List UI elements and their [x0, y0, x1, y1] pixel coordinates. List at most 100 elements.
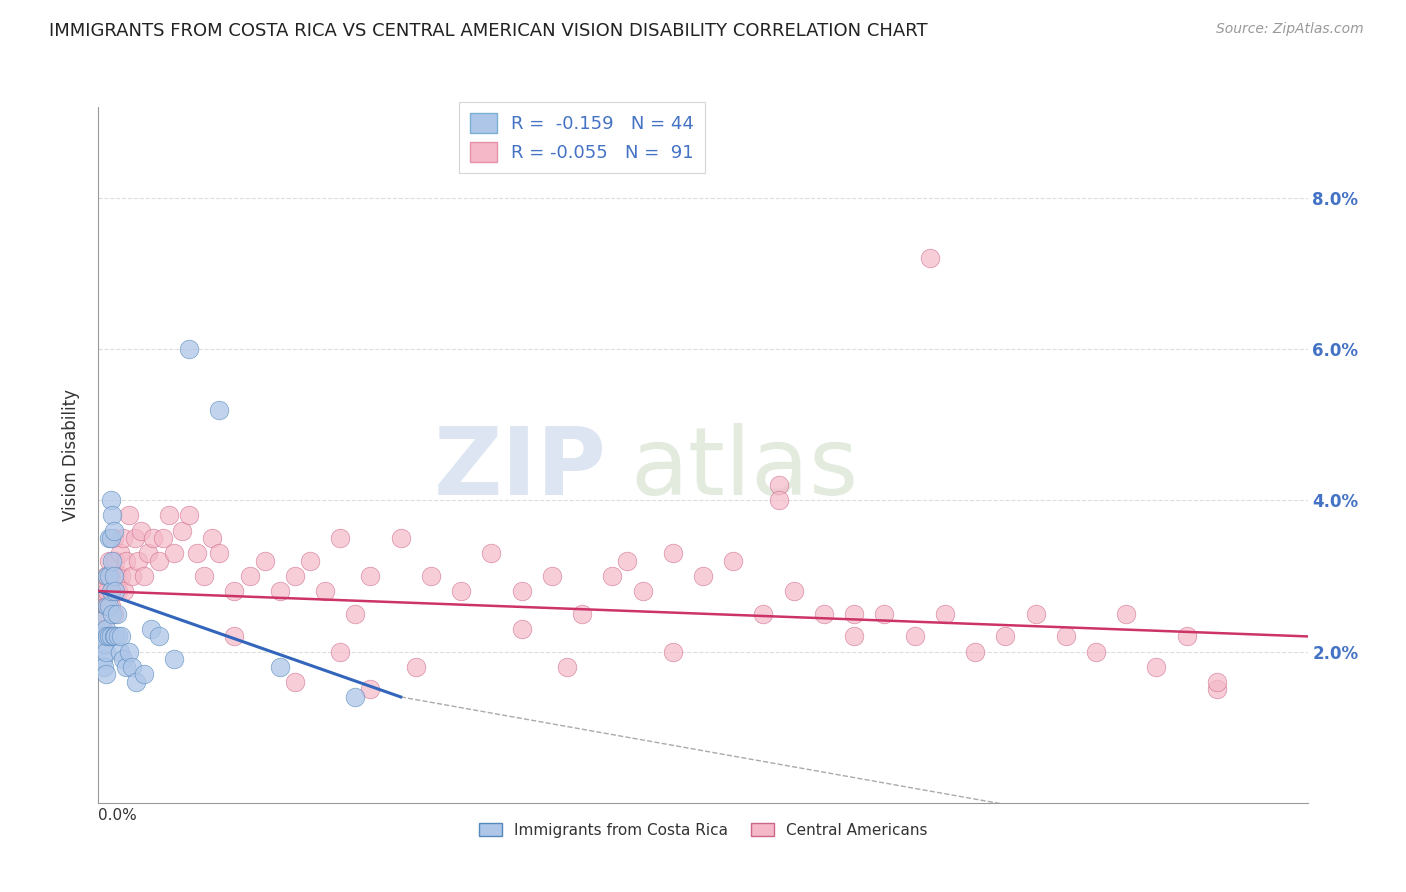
Point [127, 554, 149, 568]
Point [100, 629, 122, 643]
Point [752, 607, 775, 621]
Point [93, 659, 115, 673]
Point [510, 622, 533, 636]
Point [94, 599, 117, 614]
Point [100, 584, 122, 599]
Point [100, 599, 122, 614]
Point [571, 607, 593, 621]
Point [108, 644, 131, 658]
Text: IMMIGRANTS FROM COSTA RICA VS CENTRAL AMERICAN VISION DISABILITY CORRELATION CHA: IMMIGRANTS FROM COSTA RICA VS CENTRAL AM… [49, 22, 928, 40]
Point [93, 584, 115, 599]
Point [450, 584, 472, 599]
Point [98, 569, 121, 583]
Point [105, 607, 128, 621]
Point [94, 667, 117, 681]
Point [110, 629, 132, 643]
Point [98, 531, 121, 545]
Point [132, 667, 155, 681]
Point [110, 569, 132, 583]
Point [96, 584, 118, 599]
Point [91, 629, 114, 643]
Point [163, 652, 186, 666]
Point [994, 629, 1017, 643]
Point [314, 584, 336, 599]
Point [1206, 682, 1229, 697]
Point [114, 659, 136, 673]
Point [104, 554, 127, 568]
Point [692, 569, 714, 583]
Point [873, 607, 896, 621]
Point [1144, 659, 1167, 673]
Point [201, 531, 224, 545]
Text: 0.0%: 0.0% [98, 808, 138, 823]
Point [101, 584, 124, 599]
Point [112, 584, 135, 599]
Point [104, 629, 127, 643]
Point [148, 554, 170, 568]
Point [389, 531, 412, 545]
Point [91, 622, 114, 636]
Point [91, 652, 114, 666]
Point [103, 531, 125, 545]
Point [1054, 629, 1077, 643]
Point [141, 622, 163, 636]
Point [163, 546, 186, 560]
Point [94, 569, 117, 583]
Point [631, 584, 654, 599]
Point [103, 524, 125, 538]
Y-axis label: Vision Disability: Vision Disability [62, 389, 80, 521]
Point [103, 607, 125, 621]
Point [253, 554, 276, 568]
Point [159, 508, 181, 523]
Point [170, 524, 193, 538]
Point [114, 554, 136, 568]
Point [124, 531, 146, 545]
Point [132, 569, 155, 583]
Point [107, 629, 129, 643]
Point [918, 252, 941, 266]
Point [284, 569, 307, 583]
Point [208, 546, 231, 560]
Point [1085, 644, 1108, 658]
Point [98, 599, 121, 614]
Point [1115, 607, 1137, 621]
Point [1024, 607, 1046, 621]
Point [108, 546, 131, 560]
Point [420, 569, 443, 583]
Point [101, 554, 124, 568]
Point [813, 607, 835, 621]
Point [104, 584, 127, 599]
Point [208, 402, 231, 417]
Point [179, 342, 201, 356]
Point [269, 659, 291, 673]
Point [555, 659, 578, 673]
Point [329, 644, 352, 658]
Point [105, 569, 128, 583]
Point [152, 531, 174, 545]
Point [103, 629, 125, 643]
Point [481, 546, 503, 560]
Point [768, 478, 790, 492]
Point [661, 644, 683, 658]
Point [299, 554, 322, 568]
Point [179, 508, 201, 523]
Point [661, 546, 683, 560]
Point [904, 629, 927, 643]
Point [121, 569, 143, 583]
Point [405, 659, 427, 673]
Point [125, 674, 148, 689]
Point [96, 629, 118, 643]
Point [94, 622, 117, 636]
Point [284, 674, 307, 689]
Point [98, 629, 121, 643]
Point [1206, 674, 1229, 689]
Point [224, 629, 246, 643]
Point [107, 584, 129, 599]
Point [101, 508, 124, 523]
Point [965, 644, 987, 658]
Point [118, 508, 141, 523]
Point [344, 690, 367, 704]
Point [100, 569, 122, 583]
Point [148, 629, 170, 643]
Point [94, 644, 117, 658]
